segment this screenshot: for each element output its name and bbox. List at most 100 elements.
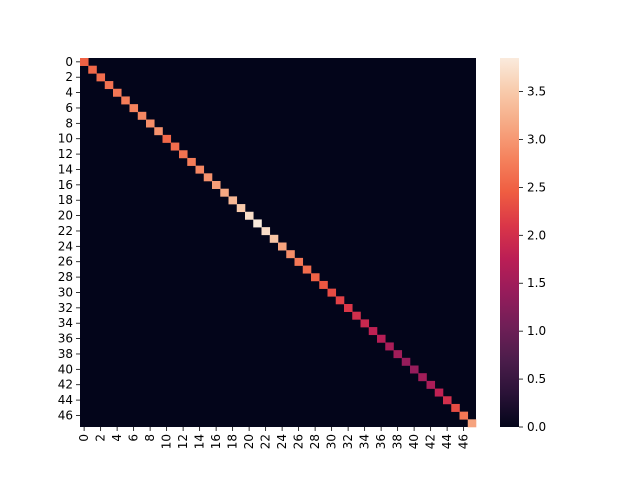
diagonal-cell-2 bbox=[96, 73, 106, 82]
diagonal-cell-15 bbox=[203, 173, 213, 182]
y-tick-label: 30 bbox=[58, 285, 73, 299]
y-tick-label: 40 bbox=[58, 362, 73, 376]
diagonal-cell-32 bbox=[344, 304, 353, 312]
diagonal-cell-17 bbox=[220, 188, 229, 197]
y-tick-label: 8 bbox=[65, 116, 73, 130]
x-tick-label: 0 bbox=[77, 434, 91, 442]
y-tick-label: 42 bbox=[58, 378, 73, 392]
x-tick-label: 34 bbox=[358, 434, 372, 449]
y-tick-label: 20 bbox=[58, 209, 73, 223]
y-tick-label: 46 bbox=[58, 408, 73, 422]
diagonal-cell-36 bbox=[377, 334, 386, 343]
diagonal-cell-29 bbox=[319, 280, 328, 289]
diagonal-cell-14 bbox=[195, 165, 205, 174]
y-tick-label: 22 bbox=[58, 224, 73, 238]
diagonal-cell-11 bbox=[170, 142, 180, 151]
diagonal-cell-38 bbox=[393, 350, 403, 359]
diagonal-cell-44 bbox=[443, 396, 452, 405]
colorbar-gradient bbox=[500, 58, 519, 427]
diagonal-cell-45 bbox=[451, 403, 460, 412]
colorbar-tick-label: 3.0 bbox=[527, 132, 546, 146]
diagonal-cell-41 bbox=[418, 373, 427, 382]
diagonal-cell-13 bbox=[187, 157, 196, 166]
y-tick-label: 18 bbox=[58, 193, 73, 207]
x-tick-label: 38 bbox=[391, 434, 405, 449]
x-tick-label: 46 bbox=[457, 434, 471, 449]
y-tick-label: 12 bbox=[58, 147, 73, 161]
x-tick-label: 22 bbox=[259, 434, 273, 449]
diagonal-cell-20 bbox=[245, 211, 254, 220]
x-tick-label: 32 bbox=[341, 434, 355, 449]
diagonal-cell-23 bbox=[269, 234, 279, 243]
x-tick-label: 26 bbox=[292, 434, 306, 449]
x-tick-label: 36 bbox=[374, 434, 388, 449]
diagonal-cell-8 bbox=[146, 119, 155, 128]
x-tick-label: 4 bbox=[110, 434, 124, 442]
diagonal-cell-21 bbox=[253, 219, 262, 228]
x-tick-label: 20 bbox=[242, 434, 256, 449]
x-tick-label: 42 bbox=[424, 434, 438, 449]
x-tick-label: 16 bbox=[209, 434, 223, 449]
diagonal-cell-1 bbox=[88, 65, 97, 74]
colorbar: 0.0 0.5 1.0 1.5 2.0 2.5 3.0 3.5 bbox=[500, 58, 546, 434]
diagonal-cell-31 bbox=[335, 296, 345, 305]
y-tick-label: 36 bbox=[58, 332, 73, 346]
colorbar-tick-label: 0.0 bbox=[527, 420, 546, 434]
diagonal-cell-40 bbox=[410, 365, 419, 374]
x-tick-label: 44 bbox=[440, 434, 454, 449]
y-tick-label: 10 bbox=[58, 132, 73, 146]
colorbar-tick-label: 0.5 bbox=[527, 372, 546, 386]
diagonal-cell-42 bbox=[426, 380, 436, 389]
diagonal-cell-9 bbox=[154, 127, 163, 136]
y-tick-label: 38 bbox=[58, 347, 73, 361]
colorbar-tick-label: 1.5 bbox=[527, 276, 546, 290]
diagonal-cell-6 bbox=[129, 104, 139, 113]
x-tick-label: 28 bbox=[308, 434, 322, 449]
x-tick-label: 24 bbox=[275, 434, 289, 449]
colorbar-tick-label: 2.0 bbox=[527, 228, 546, 242]
diagonal-cell-47 bbox=[467, 419, 477, 428]
x-tick-label: 8 bbox=[143, 434, 157, 442]
diagonal-cell-24 bbox=[278, 242, 287, 251]
diagonal-cell-10 bbox=[162, 134, 172, 143]
diagonal-cell-12 bbox=[179, 150, 188, 159]
x-tick-label: 12 bbox=[176, 434, 190, 449]
x-tick-label: 14 bbox=[193, 434, 207, 449]
y-tick-label: 28 bbox=[58, 270, 73, 284]
diagonal-cell-22 bbox=[261, 227, 271, 236]
y-tick-label: 26 bbox=[58, 255, 73, 269]
diagonal-cell-46 bbox=[459, 411, 469, 420]
y-tick-label: 16 bbox=[58, 178, 73, 192]
y-tick-label: 44 bbox=[58, 393, 73, 407]
y-tick-label: 32 bbox=[58, 301, 73, 315]
y-tick-label: 24 bbox=[58, 239, 73, 253]
diagonal-cell-43 bbox=[434, 388, 444, 397]
y-tick-label: 6 bbox=[65, 101, 73, 115]
y-tick-label: 2 bbox=[65, 70, 73, 84]
diagonal-cell-35 bbox=[368, 327, 378, 336]
diagonal-cell-5 bbox=[121, 96, 130, 105]
x-tick-label: 18 bbox=[226, 434, 240, 449]
heatmap-grid bbox=[80, 58, 477, 428]
x-axis: 0 2 4 6 8 10 12 14 16 18 20 22 24 26 28 30 32 34 36 38 40 42 4… bbox=[77, 427, 471, 449]
x-tick-label: 2 bbox=[94, 434, 108, 442]
diagonal-cell-16 bbox=[212, 181, 221, 189]
diagonal-cell-34 bbox=[360, 319, 370, 328]
colorbar-tick-label: 3.5 bbox=[527, 85, 546, 99]
x-tick-label: 10 bbox=[160, 434, 174, 449]
x-tick-label: 40 bbox=[407, 434, 421, 449]
diagonal-cell-33 bbox=[352, 311, 361, 320]
diagonal-cell-25 bbox=[286, 250, 295, 259]
y-axis: 0246810121416182022242628303234363840424… bbox=[58, 55, 80, 422]
y-tick-label: 4 bbox=[65, 86, 73, 100]
colorbar-tick-label: 2.5 bbox=[527, 180, 546, 194]
x-tick-label: 6 bbox=[127, 434, 141, 442]
colorbar-tick-label: 1.0 bbox=[527, 324, 546, 338]
diagonal-cell-28 bbox=[311, 273, 320, 282]
diagonal-cell-27 bbox=[302, 265, 312, 274]
diagonal-cell-37 bbox=[385, 342, 394, 351]
diagonal-cell-3 bbox=[104, 81, 114, 90]
diagonal-cell-30 bbox=[327, 288, 337, 297]
diagonal-cell-39 bbox=[401, 357, 411, 366]
